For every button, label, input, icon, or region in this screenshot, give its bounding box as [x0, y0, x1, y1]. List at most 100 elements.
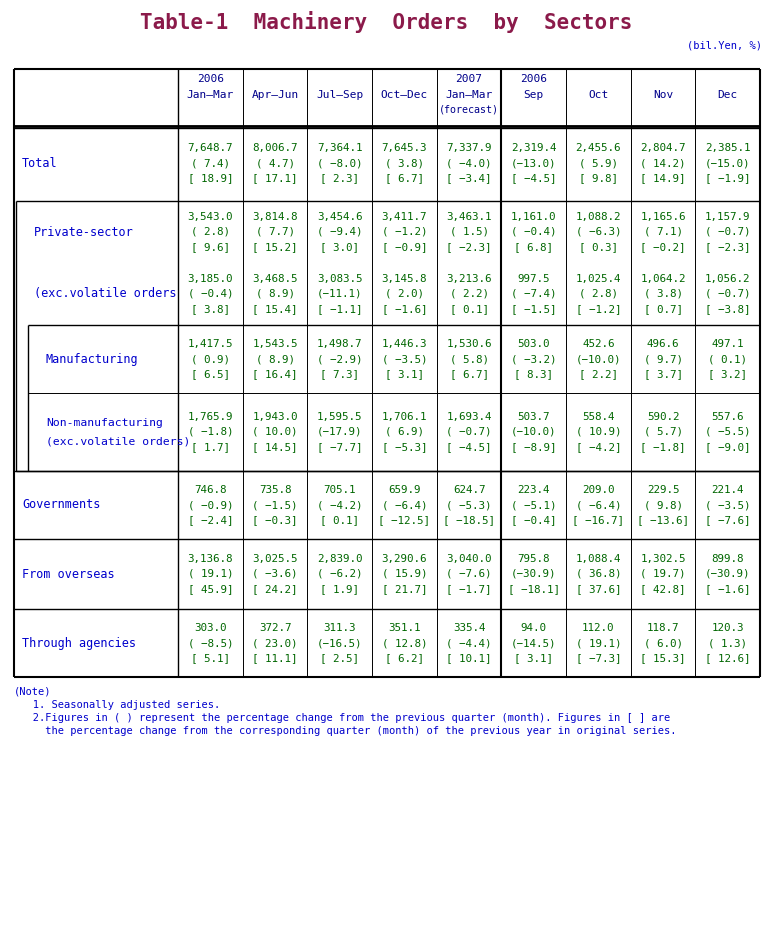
Text: 3,040.0: 3,040.0	[446, 554, 492, 564]
Text: 2,455.6: 2,455.6	[576, 144, 621, 153]
Text: [ 11.1]: [ 11.1]	[252, 653, 298, 663]
Text: [ −16.7]: [ −16.7]	[572, 515, 625, 525]
Text: ( 5.9): ( 5.9)	[579, 159, 618, 168]
Text: 2,385.1: 2,385.1	[705, 144, 751, 153]
Text: [ −8.9]: [ −8.9]	[511, 442, 557, 452]
Text: 3,463.1: 3,463.1	[446, 212, 492, 222]
Text: [ −1.6]: [ −1.6]	[705, 584, 751, 594]
Text: [ −2.4]: [ −2.4]	[188, 515, 233, 525]
Text: ( −0.4): ( −0.4)	[188, 289, 233, 299]
Text: ( −2.9): ( −2.9)	[317, 354, 363, 364]
Text: ( −5.3): ( −5.3)	[446, 500, 492, 510]
Text: 7,364.1: 7,364.1	[317, 144, 363, 153]
Text: Nov: Nov	[653, 90, 673, 100]
Text: 3,083.5: 3,083.5	[317, 274, 363, 284]
Text: [ −0.4]: [ −0.4]	[511, 515, 557, 525]
Text: 3,543.0: 3,543.0	[188, 212, 233, 222]
Text: [ 15.3]: [ 15.3]	[640, 653, 686, 663]
Text: [ −1.6]: [ −1.6]	[382, 304, 427, 314]
Text: ( −8.5): ( −8.5)	[188, 638, 233, 648]
Text: 997.5: 997.5	[517, 274, 550, 284]
Text: ( 19.7): ( 19.7)	[640, 569, 686, 579]
Text: 3,454.6: 3,454.6	[317, 212, 363, 222]
Text: (exc.volatile orders: (exc.volatile orders	[34, 287, 176, 300]
Text: 624.7: 624.7	[453, 485, 485, 495]
Text: [ −4.5]: [ −4.5]	[446, 442, 492, 452]
Text: (−15.0): (−15.0)	[705, 159, 751, 168]
Text: [ 3.1]: [ 3.1]	[514, 653, 553, 663]
Text: [ 7.3]: [ 7.3]	[320, 369, 359, 379]
Text: (−10.0): (−10.0)	[511, 427, 557, 437]
Text: ( 1.5): ( 1.5)	[450, 227, 489, 237]
Text: Governments: Governments	[22, 499, 100, 512]
Text: ( 7.4): ( 7.4)	[191, 159, 230, 168]
Text: 1,056.2: 1,056.2	[705, 274, 751, 284]
Text: [ −5.3]: [ −5.3]	[382, 442, 427, 452]
Text: Manufacturing: Manufacturing	[46, 352, 138, 365]
Text: 351.1: 351.1	[388, 623, 421, 633]
Text: ( −4.2): ( −4.2)	[317, 500, 363, 510]
Text: 209.0: 209.0	[582, 485, 615, 495]
Text: Sep: Sep	[523, 90, 543, 100]
Text: 7,337.9: 7,337.9	[446, 144, 492, 153]
Text: [ −0.3]: [ −0.3]	[252, 515, 298, 525]
Text: 221.4: 221.4	[711, 485, 744, 495]
Text: ( −0.7): ( −0.7)	[705, 289, 751, 299]
Text: [ −18.5]: [ −18.5]	[443, 515, 495, 525]
Text: 8,006.7: 8,006.7	[252, 144, 298, 153]
Text: 1,595.5: 1,595.5	[317, 412, 363, 422]
Text: ( 14.2): ( 14.2)	[640, 159, 686, 168]
Text: [ 37.6]: [ 37.6]	[576, 584, 621, 594]
Text: 746.8: 746.8	[194, 485, 226, 495]
Text: ( 7.1): ( 7.1)	[643, 227, 683, 237]
Text: ( −5.1): ( −5.1)	[511, 500, 557, 510]
Text: ( 8.9): ( 8.9)	[256, 289, 295, 299]
Text: 496.6: 496.6	[647, 339, 679, 349]
Text: ( 12.8): ( 12.8)	[382, 638, 427, 648]
Text: [ 1.9]: [ 1.9]	[320, 584, 359, 594]
Text: ( 2.8): ( 2.8)	[579, 289, 618, 299]
Text: [ −4.2]: [ −4.2]	[576, 442, 621, 452]
Text: [ 6.8]: [ 6.8]	[514, 242, 553, 252]
Text: ( −7.4): ( −7.4)	[511, 289, 557, 299]
Text: [ −1.8]: [ −1.8]	[640, 442, 686, 452]
Text: [ 16.4]: [ 16.4]	[252, 369, 298, 379]
Text: (−16.5): (−16.5)	[317, 638, 363, 648]
Text: [ 3.1]: [ 3.1]	[385, 369, 424, 379]
Text: ( 10.0): ( 10.0)	[252, 427, 298, 437]
Text: Private-sector: Private-sector	[34, 225, 134, 239]
Text: ( 2.8): ( 2.8)	[191, 227, 230, 237]
Text: ( −3.5): ( −3.5)	[382, 354, 427, 364]
Text: ( −3.2): ( −3.2)	[511, 354, 557, 364]
Text: ( −0.4): ( −0.4)	[511, 227, 557, 237]
Text: Apr–Jun: Apr–Jun	[251, 90, 298, 100]
Text: [ 1.7]: [ 1.7]	[191, 442, 230, 452]
Text: Through agencies: Through agencies	[22, 637, 136, 650]
Text: 1,064.2: 1,064.2	[640, 274, 686, 284]
Text: ( −3.5): ( −3.5)	[705, 500, 751, 510]
Text: (Note): (Note)	[14, 687, 52, 697]
Text: [ 0.3]: [ 0.3]	[579, 242, 618, 252]
Text: 1,706.1: 1,706.1	[382, 412, 427, 422]
Text: [ −0.2]: [ −0.2]	[640, 242, 686, 252]
Text: ( −0.7): ( −0.7)	[705, 227, 751, 237]
Text: [ −4.5]: [ −4.5]	[511, 174, 557, 183]
Text: ( 19.1): ( 19.1)	[188, 569, 233, 579]
Text: 223.4: 223.4	[517, 485, 550, 495]
Text: ( 36.8): ( 36.8)	[576, 569, 621, 579]
Text: ( −1.5): ( −1.5)	[252, 500, 298, 510]
Text: (−11.1): (−11.1)	[317, 289, 363, 299]
Text: Jan–Mar: Jan–Mar	[445, 90, 492, 100]
Text: (−10.0): (−10.0)	[576, 354, 621, 364]
Text: 557.6: 557.6	[711, 412, 744, 422]
Text: (−30.9): (−30.9)	[705, 569, 751, 579]
Text: [ 2.5]: [ 2.5]	[320, 653, 359, 663]
Text: [ 45.9]: [ 45.9]	[188, 584, 233, 594]
Text: ( 4.7): ( 4.7)	[256, 159, 295, 168]
Text: [ 6.5]: [ 6.5]	[191, 369, 230, 379]
Text: [ 0.1]: [ 0.1]	[320, 515, 359, 525]
Text: ( 6.9): ( 6.9)	[385, 427, 424, 437]
Text: ( −4.0): ( −4.0)	[446, 159, 492, 168]
Text: ( 9.7): ( 9.7)	[643, 354, 683, 364]
Text: [ 14.5]: [ 14.5]	[252, 442, 298, 452]
